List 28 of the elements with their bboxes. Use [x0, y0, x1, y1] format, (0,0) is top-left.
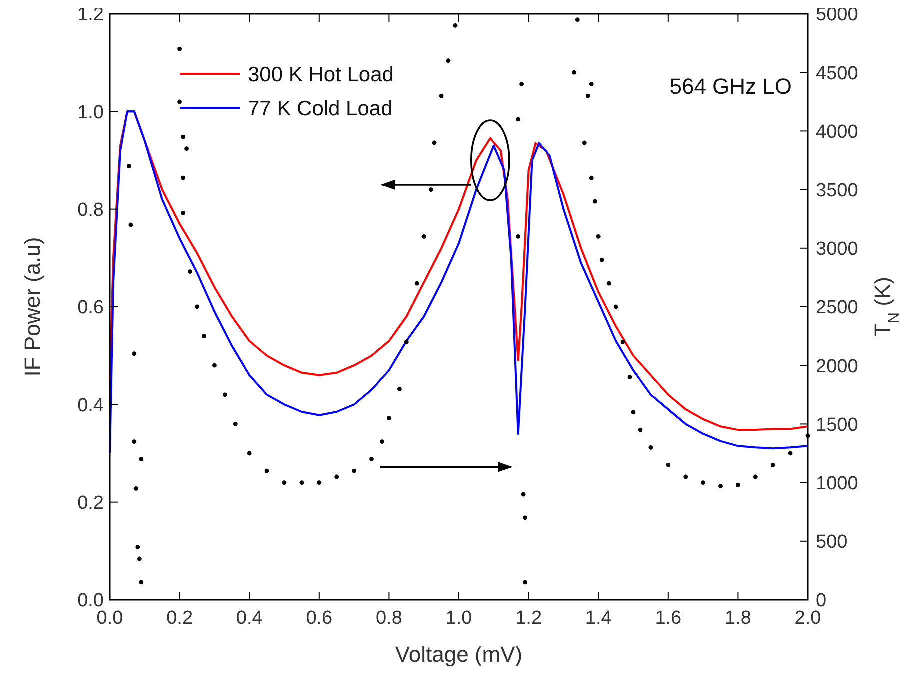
y2-tick-label: 2000 [816, 356, 858, 378]
y-tick-label: 0.6 [78, 298, 104, 319]
x-tick-label: 0.4 [236, 608, 264, 629]
legend-label: 300 K Hot Load [248, 63, 394, 86]
y-tick-label: 0.2 [78, 492, 104, 514]
y2-tick-label: 4000 [816, 122, 858, 143]
y-tick-label: 0.8 [78, 200, 104, 221]
legend-label: 77 K Cold Load [248, 97, 393, 120]
y2-tick-label: 4500 [816, 63, 858, 84]
x-tick-label: 1.6 [655, 608, 682, 629]
y2-tick-label: 2500 [816, 298, 858, 319]
y2-tick-label: 1500 [816, 414, 858, 436]
x-tick-label: 1.4 [585, 608, 612, 629]
x-tick-label: 1.2 [516, 608, 542, 629]
y-axis-title: IF Power (a.u) [20, 237, 45, 377]
y2-tick-label: 1000 [816, 473, 858, 494]
x-tick-label: 1.8 [724, 608, 752, 629]
x-tick-label: 0.8 [376, 608, 402, 629]
annotation: 564 GHz LO [670, 74, 792, 99]
y2-tick-label: 500 [816, 532, 848, 554]
y2-tick-label: 3500 [816, 180, 858, 202]
x-tick-label: 0.6 [306, 608, 333, 629]
y-tick-label: 0.4 [78, 395, 104, 416]
y2-tick-label: 3000 [816, 239, 858, 260]
x-tick-label: 1.0 [446, 608, 472, 629]
x-axis-title: Voltage (mV) [395, 642, 523, 667]
x-tick-label: 0.2 [166, 608, 194, 629]
y-tick-label: 1.0 [78, 102, 104, 124]
